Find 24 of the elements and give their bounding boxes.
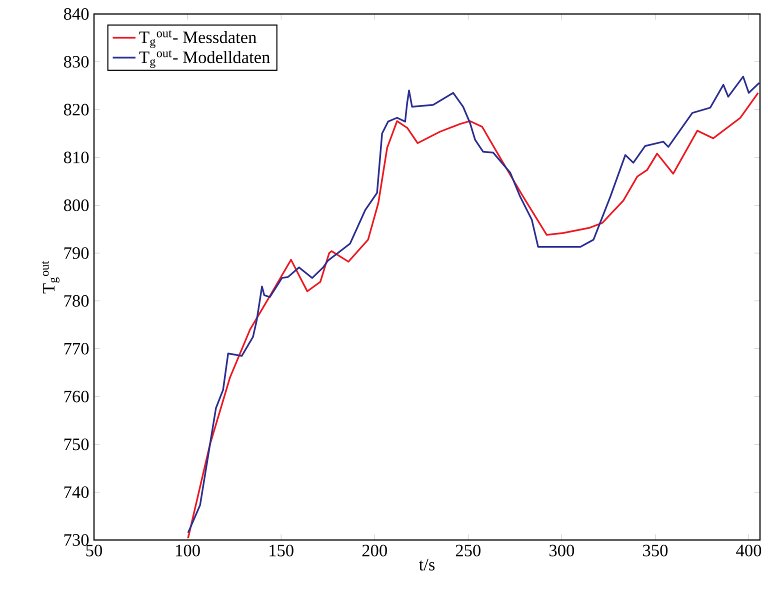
y-tick-label: 740 [64, 486, 89, 498]
x-tick-label: 300 [550, 544, 574, 556]
x-tick-label: 50 [86, 544, 102, 556]
y-tick-label: 790 [64, 247, 89, 259]
x-axis-title: t/s [418, 558, 435, 570]
y-axis-title: T$_{g}$out [42, 260, 60, 294]
y-tick-label: 830 [64, 56, 89, 68]
x-tick-label: 400 [736, 544, 762, 556]
x-tick-label: 250 [456, 544, 480, 556]
x-tick-label: 150 [270, 544, 294, 556]
legend-label: T$_{g}$$^{out}$- Modelldaten [139, 50, 270, 68]
y-tick-label: 810 [64, 152, 89, 164]
legend-label: T$_{g}$$^{out}$- Messdaten [139, 30, 256, 48]
x-tick-label: 350 [643, 544, 668, 556]
y-tick-label: 820 [64, 104, 89, 116]
y-tick-label: 770 [64, 342, 89, 355]
y-tick-label: 750 [64, 438, 89, 450]
y-tick-label: 840 [64, 8, 89, 20]
y-tick-label: 800 [64, 199, 89, 212]
y-tick-label: 780 [64, 295, 89, 307]
x-tick-label: 100 [176, 544, 200, 556]
x-tick-label: 200 [362, 544, 387, 556]
y-tick-label: 730 [64, 534, 89, 546]
y-tick-label: 760 [64, 390, 89, 402]
